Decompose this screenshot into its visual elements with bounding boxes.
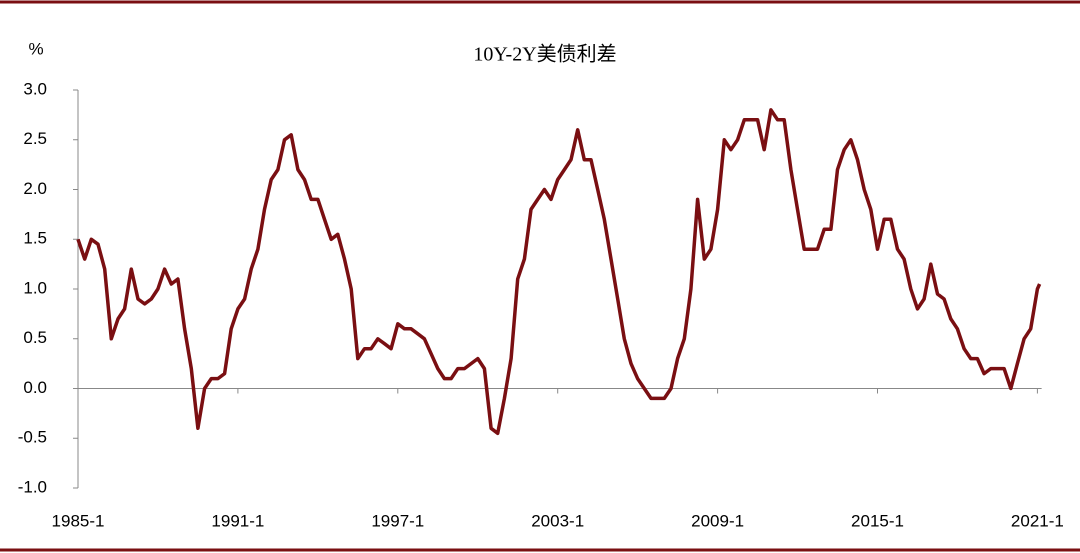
x-tick-label: 2009-1 xyxy=(691,511,744,530)
x-tick-label: 2021-1 xyxy=(1011,511,1064,530)
x-tick-label: 1985-1 xyxy=(52,511,105,530)
x-tick-label: 2015-1 xyxy=(851,511,904,530)
x-tick-label: 1991-1 xyxy=(211,511,264,530)
y-tick-label: 2.5 xyxy=(23,129,47,148)
y-tick-label: 3.0 xyxy=(23,79,47,98)
y-tick-label: 1.0 xyxy=(23,278,47,297)
y-tick-label: 1.5 xyxy=(23,229,47,248)
x-tick-label: 1997-1 xyxy=(371,511,424,530)
y-tick-label: 0.5 xyxy=(23,328,47,347)
y-tick-label: 0.0 xyxy=(23,378,47,397)
y-tick-label: -0.5 xyxy=(18,428,47,447)
series-line xyxy=(76,108,1042,436)
y-axis-label: % xyxy=(28,39,43,58)
y-tick-label: 2.0 xyxy=(23,179,47,198)
chart-title: 10Y-2Y美债利差 xyxy=(473,43,616,66)
y-tick-label: -1.0 xyxy=(18,477,47,496)
x-tick-label: 2003-1 xyxy=(531,511,584,530)
